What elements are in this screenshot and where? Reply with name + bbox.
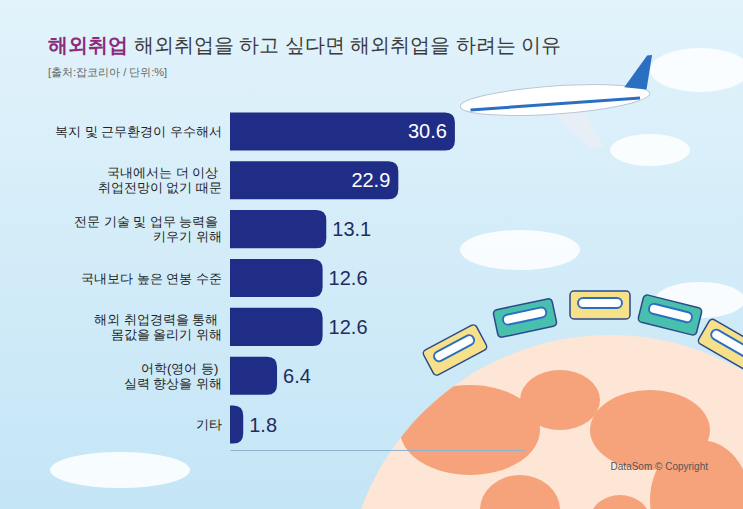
continent (650, 440, 743, 509)
data-label: 12.6 (329, 316, 368, 338)
bar (230, 308, 323, 346)
data-label: 12.6 (329, 267, 368, 289)
cloud (650, 48, 743, 92)
category-label: 기타 (196, 417, 222, 432)
category-label: 어학(영어 등) 실력 향상을 위해 (124, 361, 222, 391)
category-label-line: 해외 취업경력을 통해 (94, 312, 218, 327)
data-label: 22.9 (351, 169, 390, 191)
continent (520, 370, 600, 430)
plane-body (459, 79, 650, 120)
continents (400, 370, 743, 509)
title-rest: 해외취업을 하고 싶다면 해외취업을 하려는 이유 (128, 34, 561, 56)
continent (400, 385, 540, 475)
cloud (50, 452, 190, 488)
train-car (697, 318, 743, 372)
bar (230, 259, 323, 297)
category-label: 전문 기술 및 업무 능력을 키우기 위해 (74, 214, 222, 244)
car-body (422, 324, 488, 377)
train-car (570, 291, 630, 319)
cloud (460, 230, 580, 270)
car-window (578, 298, 622, 308)
category-label: 복지 및 근무환경이 우수해서 (55, 124, 222, 139)
train-car (422, 324, 488, 377)
continent (480, 475, 560, 509)
category-label-line: 복지 및 근무환경이 우수해서 (55, 124, 222, 139)
category-label-line: 몸값을 올리기 위해 (111, 327, 222, 342)
car-window (709, 328, 743, 359)
title-highlight: 해외취업 (48, 34, 128, 56)
bars (230, 112, 455, 443)
train-car (493, 298, 558, 338)
category-label-line: 국내에서는 더 이상 (107, 165, 218, 180)
plane-stripe (470, 98, 640, 110)
car-body (493, 298, 558, 338)
category-label-line: 취업전망이 없기 때문 (98, 180, 222, 195)
plane-tail (622, 55, 654, 91)
category-label-line: 국내보다 높은 연봉 수준 (81, 271, 222, 286)
category-label: 국내에서는 더 이상 취업전망이 없기 때문 (98, 165, 222, 195)
car-window (648, 303, 693, 323)
bar (230, 210, 326, 248)
category-label-line: 실력 향상을 위해 (124, 376, 222, 391)
data-label: 30.6 (408, 120, 447, 142)
bar (230, 357, 277, 395)
car-window (502, 307, 547, 326)
globe (345, 335, 743, 509)
decoration (50, 48, 743, 509)
annotation: DataSom © Copyright (611, 461, 709, 472)
subtitle: [출처:잡코리아 / 단위:%] (48, 66, 167, 78)
continent (590, 495, 650, 509)
car-window (432, 333, 476, 362)
airplane (458, 55, 659, 156)
train-car (638, 294, 703, 336)
data-label: 6.4 (283, 365, 311, 387)
car-body (570, 291, 630, 319)
bar (230, 161, 398, 199)
x-axis (231, 450, 525, 451)
category-label: 국내보다 높은 연봉 수준 (81, 271, 222, 286)
car-body (697, 318, 743, 372)
title: 해외취업 해외취업을 하고 싶다면 해외취업을 하려는 이유 (48, 34, 561, 56)
category-label-line: 기타 (196, 417, 222, 432)
x-axis-line (231, 450, 525, 451)
cloud (610, 134, 690, 166)
category-label-line: 키우기 위해 (153, 229, 222, 244)
bar (230, 405, 243, 443)
bar (230, 112, 455, 150)
car-body (638, 294, 703, 336)
data-label: 13.1 (332, 218, 371, 240)
data-labels: 30.6 22.9 13.1 12.6 12.6 6.4 1.8 (249, 120, 447, 435)
category-label-line: 전문 기술 및 업무 능력을 (74, 214, 218, 229)
chart: 해외취업 해외취업을 하고 싶다면 해외취업을 하려는 이유 [출처:잡코리아 /… (0, 0, 743, 509)
background (0, 0, 743, 509)
category-labels: 복지 및 근무환경이 우수해서국내에서는 더 이상 취업전망이 없기 때문전문 … (55, 124, 222, 432)
data-label: 1.8 (249, 414, 277, 436)
category-label: 해외 취업경력을 통해 몸값을 올리기 위해 (94, 312, 222, 342)
category-label-line: 어학(영어 등) (141, 361, 218, 376)
